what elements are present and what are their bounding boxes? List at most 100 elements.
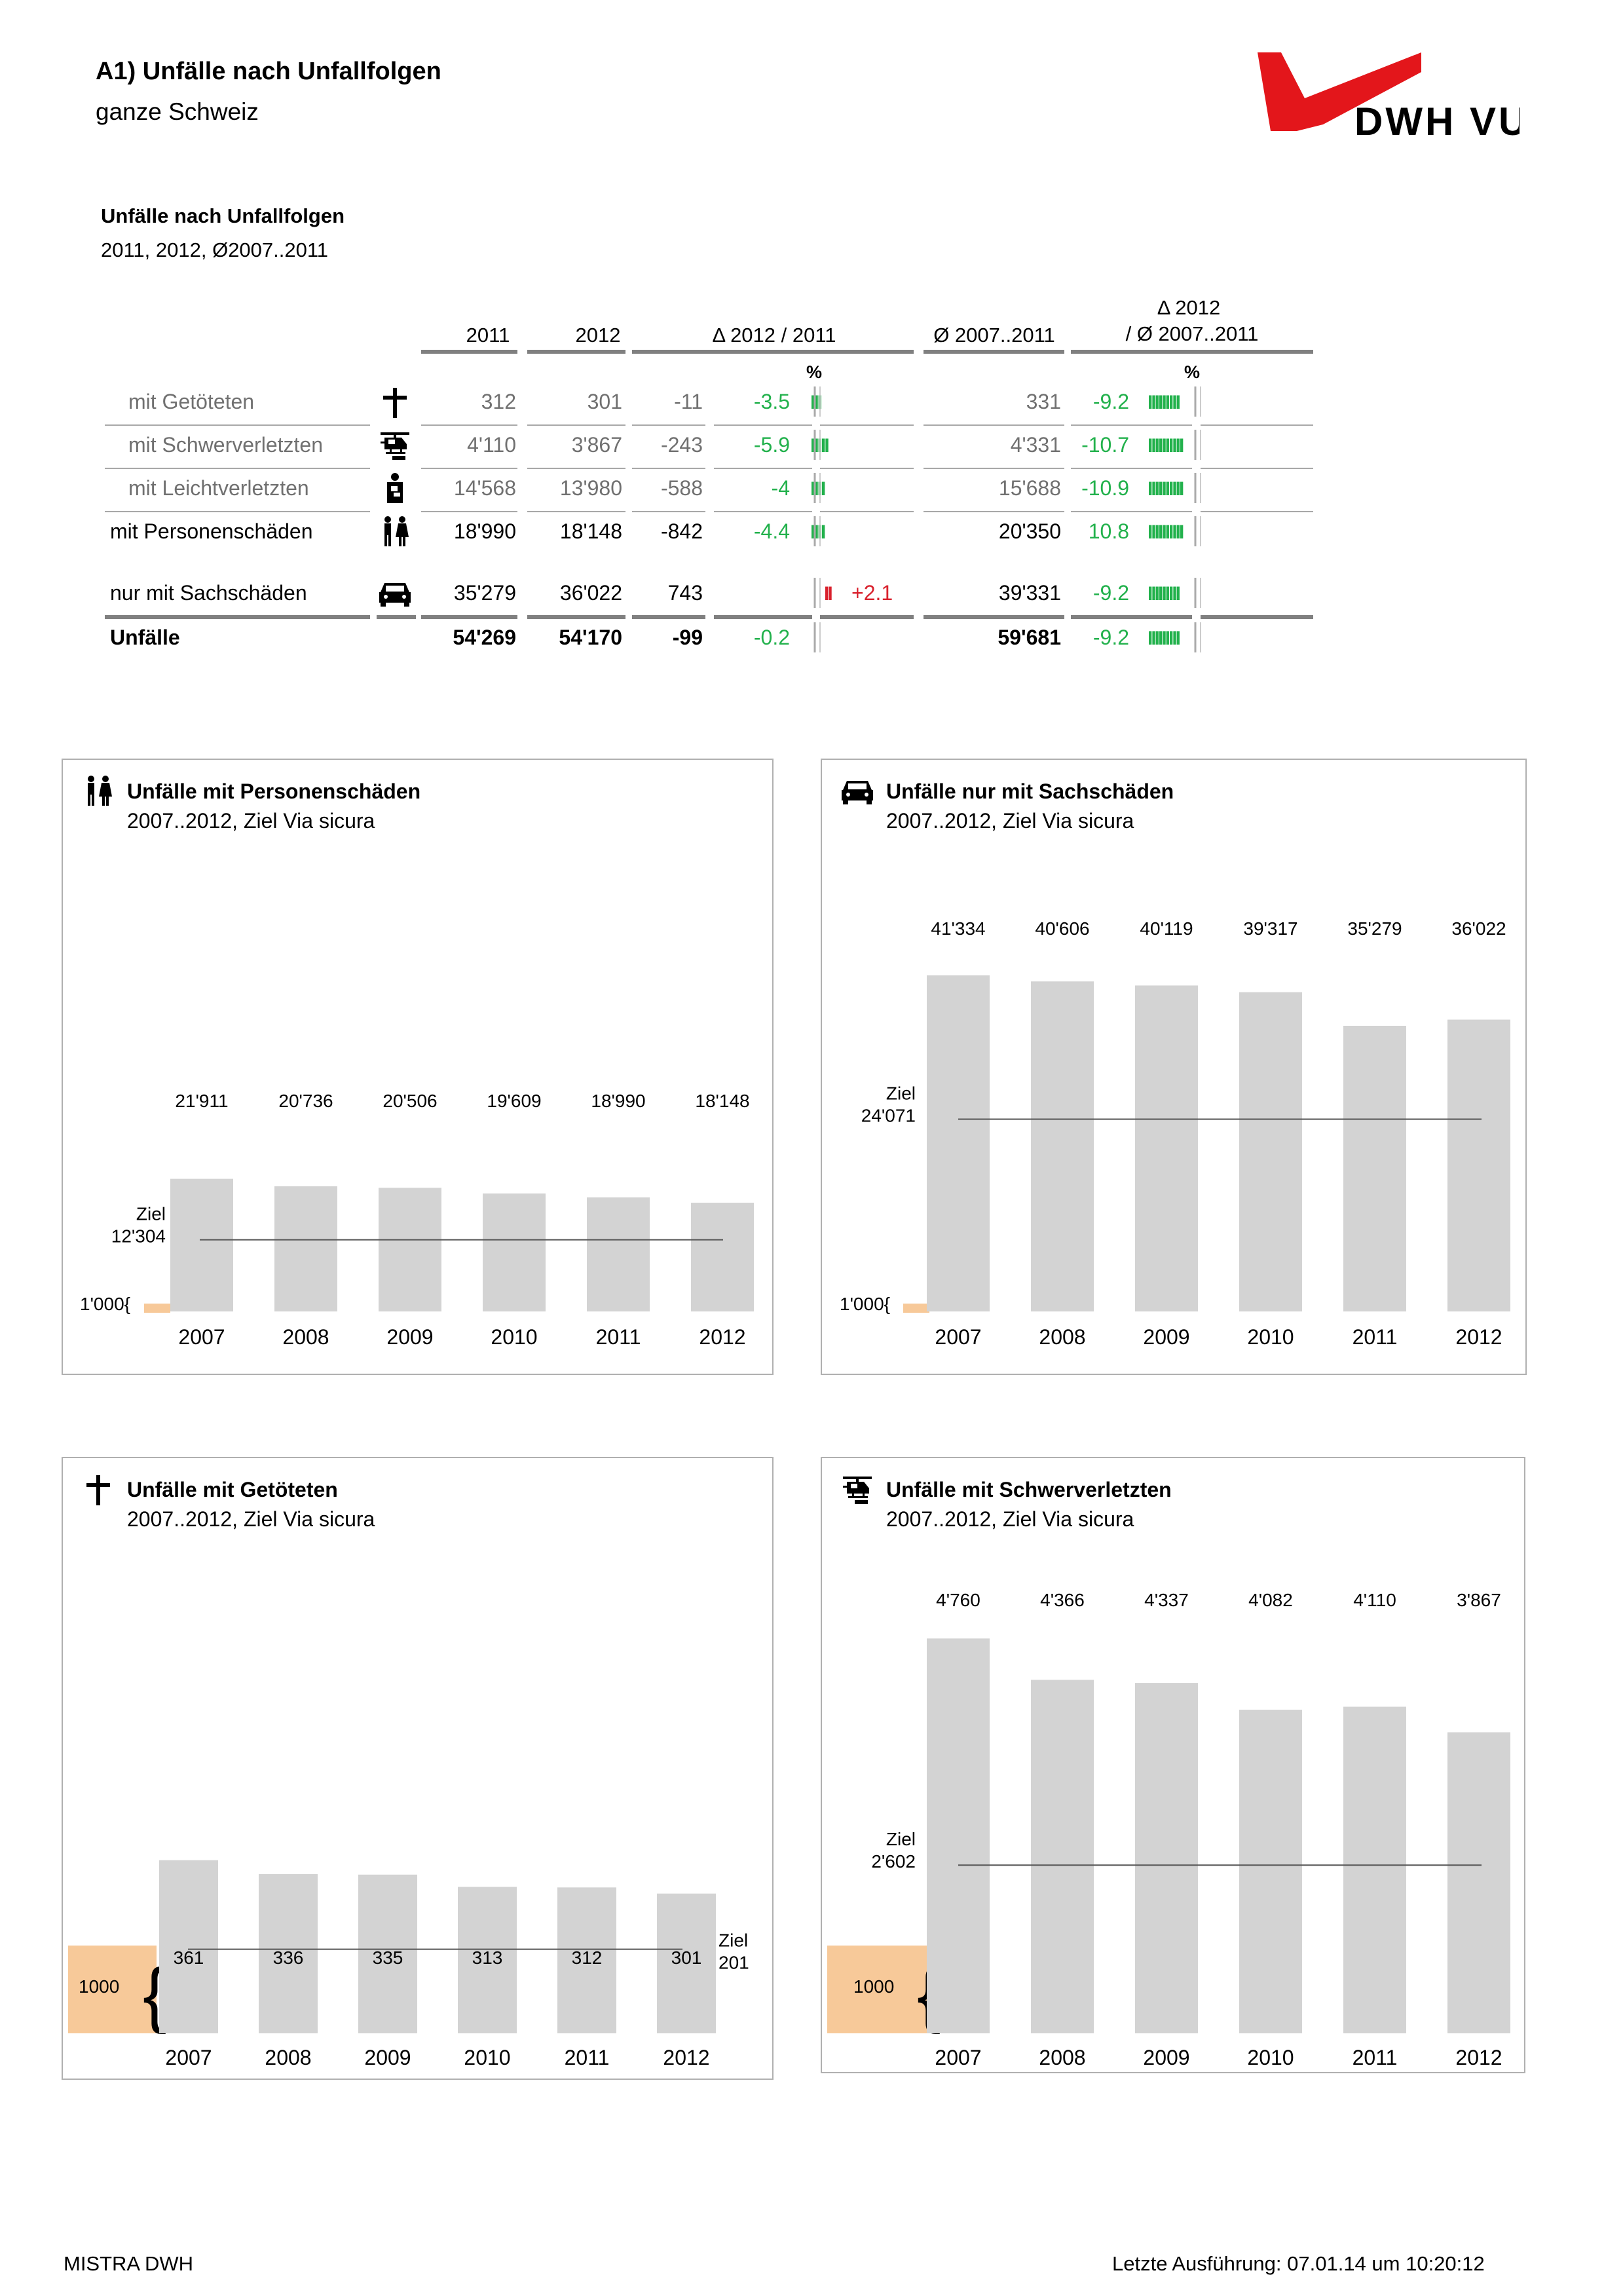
base-label: 1000 — [79, 1976, 119, 1997]
chart-title: Unfälle mit Getöteten — [127, 1478, 338, 1501]
row-delta: -99 — [673, 626, 703, 649]
row-value-2011: 54'269 — [453, 626, 516, 649]
page-subtitle: ganze Schweiz — [96, 98, 259, 125]
row-avg-pct: -9.2 — [1093, 390, 1129, 413]
row-avg: 15'688 — [999, 476, 1061, 500]
row-value-2012: 36'022 — [560, 581, 622, 605]
bar-2011 — [557, 1887, 616, 2033]
bar-2009 — [379, 1188, 441, 1311]
value-label: 4'366 — [1040, 1590, 1085, 1610]
row-avg: 331 — [1026, 390, 1061, 413]
bar-2007 — [927, 1638, 990, 2033]
row-avg-bars: IIIIIIIIII — [1147, 435, 1184, 457]
bar-2008 — [259, 1873, 318, 2033]
target-label: Ziel — [886, 1083, 916, 1104]
bar-2008 — [274, 1186, 337, 1311]
value-label: 19'609 — [487, 1091, 541, 1111]
bar-2011 — [1343, 1025, 1406, 1311]
row-delta: -842 — [661, 519, 703, 543]
chart-sach: Unfälle nur mit Sachschäden 2007..2012, Z… — [840, 780, 1510, 1349]
col-delta-avg-header-2: / Ø 2007..2011 — [1126, 322, 1259, 345]
row-value-2011: 14'568 — [454, 476, 516, 500]
row-avg: 59'681 — [998, 626, 1061, 649]
value-label: 21'911 — [175, 1091, 228, 1111]
row-avg: 20'350 — [999, 519, 1061, 543]
col-delta-header: Δ 2012 / 2011 — [712, 324, 836, 347]
category-label: 2012 — [1455, 1325, 1502, 1349]
bar-2007 — [159, 1860, 218, 2033]
row-value-2012: 54'170 — [559, 626, 622, 649]
table-row: mit Personenschäden 18'990 18'148 -842 -4.4 I… — [110, 516, 1201, 546]
row-value-2011: 4'110 — [467, 433, 516, 457]
value-label: 20'736 — [278, 1091, 333, 1111]
row-avg-pct: -10.9 — [1081, 476, 1129, 500]
category-label: 2012 — [663, 2046, 709, 2069]
col-delta-avg-header-1: Δ 2012 — [1157, 296, 1221, 319]
category-label: 2011 — [1352, 1325, 1398, 1349]
bar-2010 — [483, 1193, 546, 1311]
category-label: 2010 — [1247, 1325, 1294, 1349]
row-avg: 4'331 — [1011, 433, 1061, 457]
bar-2009 — [1135, 1683, 1198, 2033]
category-label: 2010 — [464, 2046, 510, 2069]
row-avg-pct: -9.2 — [1093, 626, 1129, 649]
summary-table: 2011 2012 Δ 2012 / 2011 Ø 2007..2011 Δ 2… — [105, 296, 1313, 652]
value-label: 301 — [671, 1948, 702, 1968]
chart-subtitle: 2007..2012, Ziel Via sicura — [127, 809, 375, 833]
car-icon — [842, 781, 873, 804]
base-label: 1'000{ — [840, 1294, 890, 1314]
row-avg-pct: -9.2 — [1093, 581, 1129, 605]
category-label: 2010 — [1247, 2046, 1294, 2069]
table-row: mit Schwerverletzten 4'110 3'867 -243 -5.9 II… — [105, 430, 1313, 469]
value-label: 35'279 — [1347, 918, 1402, 939]
bar-2009 — [358, 1874, 417, 2033]
row-delta-pct: -5.9 — [754, 433, 790, 457]
base-label: 1'000{ — [80, 1294, 130, 1314]
bar-2009 — [1135, 985, 1198, 1311]
row-delta-pct-pos: +2.1 — [851, 581, 893, 605]
base-label: 1000 — [853, 1976, 894, 1997]
bar-2012 — [691, 1203, 754, 1311]
bar-2007 — [927, 975, 990, 1311]
value-label: 312 — [572, 1948, 603, 1968]
table-row: nur mit Sachschäden 35'279 36'022 743 II +2.1… — [110, 578, 1201, 608]
row-avg-bars: IIIIIIIII — [1147, 583, 1180, 605]
row-delta-pct: -4.4 — [754, 519, 790, 543]
value-label: 336 — [273, 1948, 304, 1968]
category-label: 2009 — [386, 1325, 433, 1349]
value-label: 313 — [472, 1948, 503, 1968]
summary-subtitle: 2011, 2012, Ø2007..2011 — [101, 238, 329, 261]
row-avg-bars: IIIIIIIII — [1147, 628, 1180, 649]
value-label: 20'506 — [382, 1091, 437, 1111]
value-label: 40'606 — [1035, 918, 1089, 939]
row-label: mit Getöteten — [128, 390, 254, 413]
row-value-2012: 3'867 — [572, 433, 622, 457]
bar-2011 — [1343, 1706, 1406, 2033]
row-label: mit Personenschäden — [110, 519, 313, 543]
row-value-2011: 18'990 — [454, 519, 516, 543]
category-label: 2007 — [935, 1325, 981, 1349]
row-value-2011: 35'279 — [454, 581, 516, 605]
category-label: 2012 — [1455, 2046, 1502, 2069]
bar-2010 — [1239, 992, 1302, 1311]
category-label: 2011 — [565, 2046, 610, 2069]
table-row: mit Getöteten312301-11-3.5III331-9.2IIII… — [105, 386, 1313, 426]
pct-header: % — [806, 362, 822, 382]
category-label: 2007 — [935, 2046, 981, 2069]
category-label: 2009 — [1143, 1325, 1189, 1349]
chart-title: Unfälle mit Personenschäden — [127, 780, 420, 803]
value-label: 40'119 — [1140, 918, 1193, 939]
dwh-vu-logo: DWH VU — [1258, 52, 1520, 143]
chart-schwer: Unfälle mit Schwerverletzten 2007..2012, … — [827, 1477, 1510, 2069]
row-avg: 39'331 — [999, 581, 1061, 605]
chart-subtitle: 2007..2012, Ziel Via sicura — [886, 1507, 1134, 1531]
chart-title: Unfälle mit Schwerverletzten — [886, 1478, 1172, 1501]
row-value-2012: 301 — [588, 390, 622, 413]
target-label: Ziel — [718, 1930, 748, 1951]
value-label: 18'148 — [695, 1091, 749, 1111]
col-2011-header: 2011 — [466, 324, 510, 347]
chart-subtitle: 2007..2012, Ziel Via sicura — [127, 1507, 375, 1531]
row-label: mit Schwerverletzten — [128, 433, 323, 457]
value-label: 4'760 — [936, 1590, 980, 1610]
